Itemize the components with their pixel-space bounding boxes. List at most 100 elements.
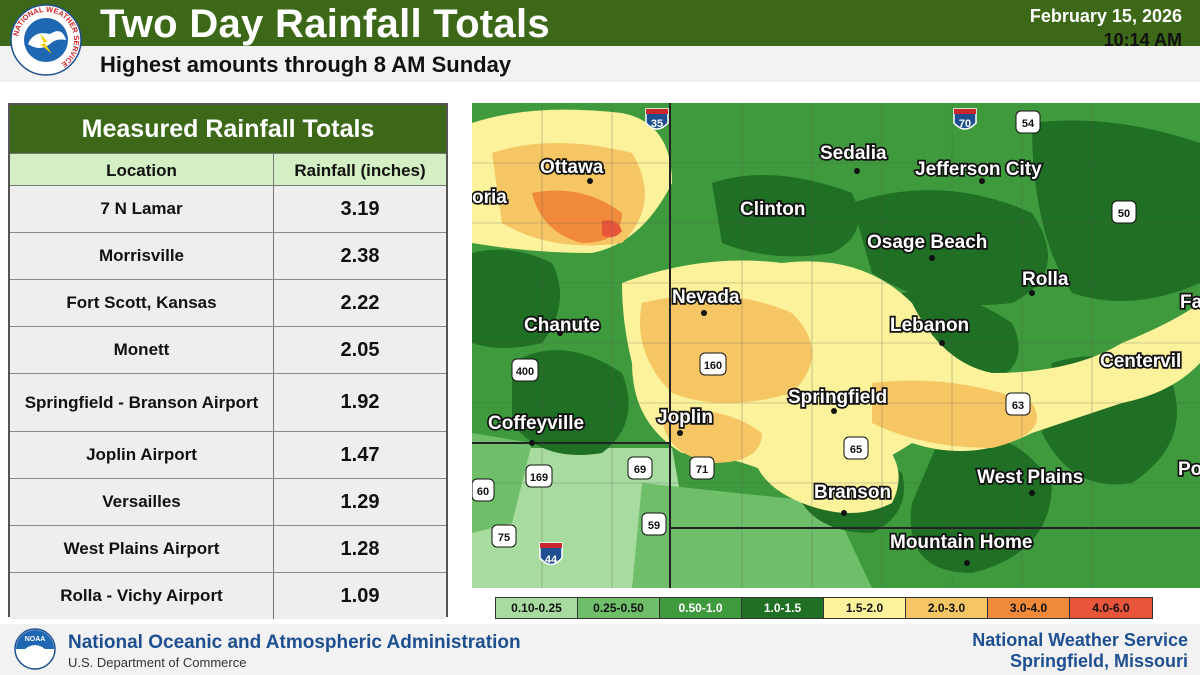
table-row: Morrisville 2.38 [10, 233, 446, 280]
city-dots [529, 168, 1035, 566]
shield-label-75: 75 [498, 532, 510, 544]
shield-label-59: 59 [648, 520, 660, 532]
city-label-clinton: Clinton [740, 199, 805, 220]
column-header-location: Location [10, 154, 274, 185]
city-label-joplin: Joplin [657, 407, 713, 428]
city-label-mountain-home: Mountain Home [890, 532, 1033, 553]
table-row: Fort Scott, Kansas 2.22 [10, 280, 446, 327]
map-rain-orange [662, 410, 762, 463]
map-rain-dark [852, 190, 1048, 305]
shield-label-35: 35 [651, 118, 663, 130]
row-rainfall: 1.28 [340, 537, 380, 560]
shield-label-60: 60 [477, 486, 489, 498]
nws-office-location: Springfield, Missouri [1009, 651, 1188, 671]
map-rain-orange [640, 295, 812, 403]
legend-item-0: 0.10-0.25 [496, 598, 578, 618]
legend-item-2: 0.50-1.0 [660, 598, 742, 618]
shield-label-160: 160 [704, 360, 722, 372]
rainfall-map: Ottawa Sedalia Jefferson City Clinton Os… [472, 103, 1200, 588]
row-rainfall: 1.09 [340, 584, 380, 607]
interstate-35-shield: 35 [645, 108, 669, 130]
nws-office-name: National Weather Service [972, 630, 1188, 650]
header-subtitle-band [0, 46, 1200, 82]
city-label-springfield: Springfield [788, 387, 887, 408]
table-row: West Plains Airport 1.28 [10, 526, 446, 573]
table-row: Joplin Airport 1.47 [10, 432, 446, 479]
row-location: 7 N Lamar [10, 186, 274, 232]
map-rain-dark [512, 350, 629, 455]
table-row: Rolla - Vichy Airport 1.09 [10, 573, 446, 619]
city-label-rolla: Rolla [1022, 269, 1069, 290]
legend-item-6: 3.0-4.0 [988, 598, 1070, 618]
shield-label-50: 50 [1118, 208, 1130, 220]
row-rainfall: 2.05 [340, 338, 380, 361]
city-label-oria: oria [472, 187, 507, 208]
page-title: Two Day Rainfall Totals [100, 2, 550, 46]
noaa-logo-text: NOAA [25, 636, 46, 643]
city-label-lebanon: Lebanon [890, 315, 969, 336]
row-location: West Plains Airport [10, 526, 274, 572]
city-label-coffeyville: Coffeyville [488, 413, 584, 434]
shield-label-169: 169 [530, 472, 548, 484]
row-location: Joplin Airport [10, 432, 274, 478]
shield-label-65: 65 [850, 444, 862, 456]
table-row: 7 N Lamar 3.19 [10, 186, 446, 233]
legend-item-5: 2.0-3.0 [906, 598, 988, 618]
city-label-fa: Fa [1180, 292, 1200, 313]
city-label-po: Po [1178, 459, 1200, 480]
row-rainfall: 2.38 [340, 244, 380, 267]
city-label-jefferson-city: Jefferson City [915, 159, 1042, 180]
map-rain-deep-orange [532, 190, 622, 243]
row-location: Springfield - Branson Airport [10, 374, 274, 431]
noaa-title: National Oceanic and Atmospheric Adminis… [68, 632, 521, 653]
table-title: Measured Rainfall Totals [10, 105, 446, 153]
rainfall-legend: 0.10-0.25 0.25-0.50 0.50-1.0 1.0-1.5 1.5… [495, 597, 1153, 619]
city-label-ottawa: Ottawa [540, 157, 604, 178]
legend-item-4: 1.5-2.0 [824, 598, 906, 618]
interstate-44-shield: 44 [539, 542, 563, 566]
table-header-row: Location Rainfall (inches) [10, 153, 446, 186]
city-label-nevada: Nevada [672, 287, 740, 308]
row-rainfall: 1.47 [340, 443, 380, 466]
legend-item-1: 0.25-0.50 [578, 598, 660, 618]
city-label-chanute: Chanute [524, 315, 600, 336]
issue-time: 10:14 AM [1103, 30, 1182, 50]
city-label-osage-beach: Osage Beach [867, 232, 987, 253]
table-row: Monett 2.05 [10, 327, 446, 374]
city-labels: Ottawa Sedalia Jefferson City Clinton Os… [472, 141, 1200, 554]
shield-label-71: 71 [696, 464, 708, 476]
row-rainfall: 2.22 [340, 291, 380, 314]
table-row: Versailles 1.29 [10, 479, 446, 526]
header-title-band [0, 0, 1200, 46]
map-rain-dark [472, 249, 560, 348]
city-label-sedalia: Sedalia [820, 143, 887, 164]
nws-logo-icon: NATIONAL WEATHER SERVICE [10, 4, 82, 76]
shield-label-69: 69 [634, 464, 646, 476]
header: NATIONAL WEATHER SERVICE Two Day Rainfal… [0, 0, 1200, 82]
row-location: Rolla - Vichy Airport [10, 573, 274, 619]
noaa-logo-icon: NOAA [14, 628, 56, 670]
row-location: Monett [10, 327, 274, 373]
city-label-centerville: Centervil [1100, 351, 1181, 372]
rainfall-table: Measured Rainfall Totals Location Rainfa… [8, 103, 448, 619]
column-header-rainfall: Rainfall (inches) [294, 161, 426, 180]
row-location: Fort Scott, Kansas [10, 280, 274, 326]
map-rain-dark [712, 175, 859, 257]
row-location: Morrisville [10, 233, 274, 279]
noaa-subtitle: U.S. Department of Commerce [68, 655, 247, 670]
city-label-west-plains: West Plains [977, 467, 1083, 488]
legend-item-7: 4.0-6.0 [1070, 598, 1152, 618]
county-lines [472, 103, 1200, 588]
table-row: Springfield - Branson Airport 1.92 [10, 374, 446, 432]
row-rainfall: 1.92 [340, 391, 380, 413]
us-route-shields: 54 50 400 160 63 65 69 71 169 60 59 75 [472, 110, 1137, 548]
shield-label-400: 400 [516, 366, 534, 378]
map-rain-orange [872, 380, 1037, 448]
interstate-70-shield: 70 [953, 108, 977, 130]
map-rain-dark [910, 431, 1052, 573]
shield-label-63: 63 [1012, 400, 1024, 412]
legend-item-3: 1.0-1.5 [742, 598, 824, 618]
page-subtitle: Highest amounts through 8 AM Sunday [100, 52, 512, 77]
issue-date: February 15, 2026 [1029, 6, 1182, 26]
city-label-branson: Branson [814, 482, 891, 503]
